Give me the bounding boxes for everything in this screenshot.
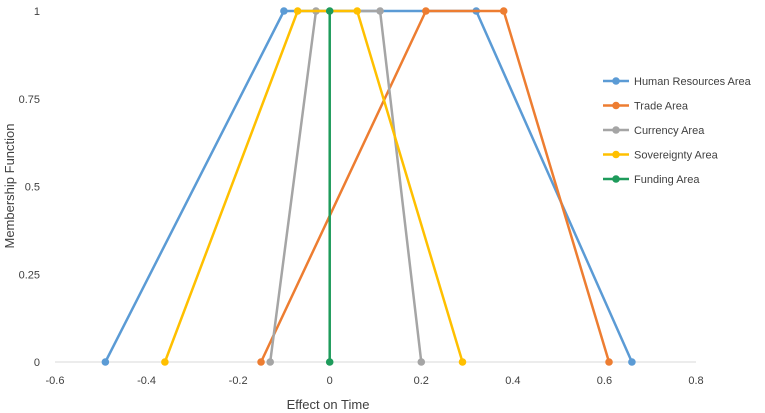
data-point <box>293 7 302 15</box>
y-tick-label: 0.5 <box>25 182 40 194</box>
data-point <box>325 7 334 15</box>
data-point <box>353 7 361 15</box>
data-point <box>422 7 430 15</box>
legend-label: Trade Area <box>634 101 689 113</box>
legend-label: Funding Area <box>634 174 700 186</box>
series-trade-area <box>257 7 613 366</box>
data-point <box>257 358 265 366</box>
plot-area <box>101 7 636 366</box>
legend-swatch-marker <box>612 77 620 85</box>
legend-swatch-marker <box>612 101 620 110</box>
y-axis-title: Membership Function <box>2 124 17 249</box>
legend: Human Resources Area Trade Area Currency A… <box>603 76 752 186</box>
x-tick-label: 0.2 <box>414 375 429 387</box>
data-point <box>458 358 467 366</box>
x-tick-label: -0.4 <box>137 375 156 387</box>
series-line <box>259 9 611 363</box>
series-funding-area <box>325 7 334 366</box>
data-point <box>161 358 169 366</box>
data-point <box>376 7 384 15</box>
y-tick-label: 0.75 <box>19 94 40 106</box>
x-tick-label: -0.2 <box>229 375 248 387</box>
series-line <box>268 9 423 363</box>
series-sovereignty-area <box>161 7 467 366</box>
data-point <box>499 7 508 15</box>
legend-item-human-resources-area: Human Resources Area <box>603 76 752 88</box>
x-tick-label: 0.4 <box>505 375 520 387</box>
data-point <box>417 358 426 366</box>
data-point <box>101 358 110 366</box>
data-point <box>266 358 274 366</box>
y-tick-label: 1 <box>34 6 40 18</box>
y-tick-label: 0 <box>34 357 40 369</box>
x-tick-label: 0.6 <box>597 375 612 387</box>
data-point <box>280 7 288 15</box>
x-tick-label: 0.8 <box>688 375 703 387</box>
legend-item-funding-area: Funding Area <box>603 174 700 186</box>
legend-swatch-marker <box>612 175 620 183</box>
legend-swatch-marker <box>612 150 620 159</box>
data-point <box>325 358 334 366</box>
legend-label: Sovereignty Area <box>634 150 719 162</box>
x-tick-label: -0.6 <box>46 375 65 387</box>
legend-label: Human Resources Area <box>634 76 752 88</box>
legend-swatch-marker <box>612 126 620 134</box>
legend-item-trade-area: Trade Area <box>603 101 689 113</box>
x-tick-label: 0 <box>327 375 333 387</box>
series-line <box>163 9 464 363</box>
data-point <box>628 358 636 366</box>
legend-item-currency-area: Currency Area <box>603 125 705 137</box>
y-tick-label: 0.25 <box>19 269 40 281</box>
legend-label: Currency Area <box>634 125 705 137</box>
data-point <box>605 358 613 366</box>
x-axis-title: Effect on Time <box>287 397 370 412</box>
legend-item-sovereignty-area: Sovereignty Area <box>603 150 719 162</box>
